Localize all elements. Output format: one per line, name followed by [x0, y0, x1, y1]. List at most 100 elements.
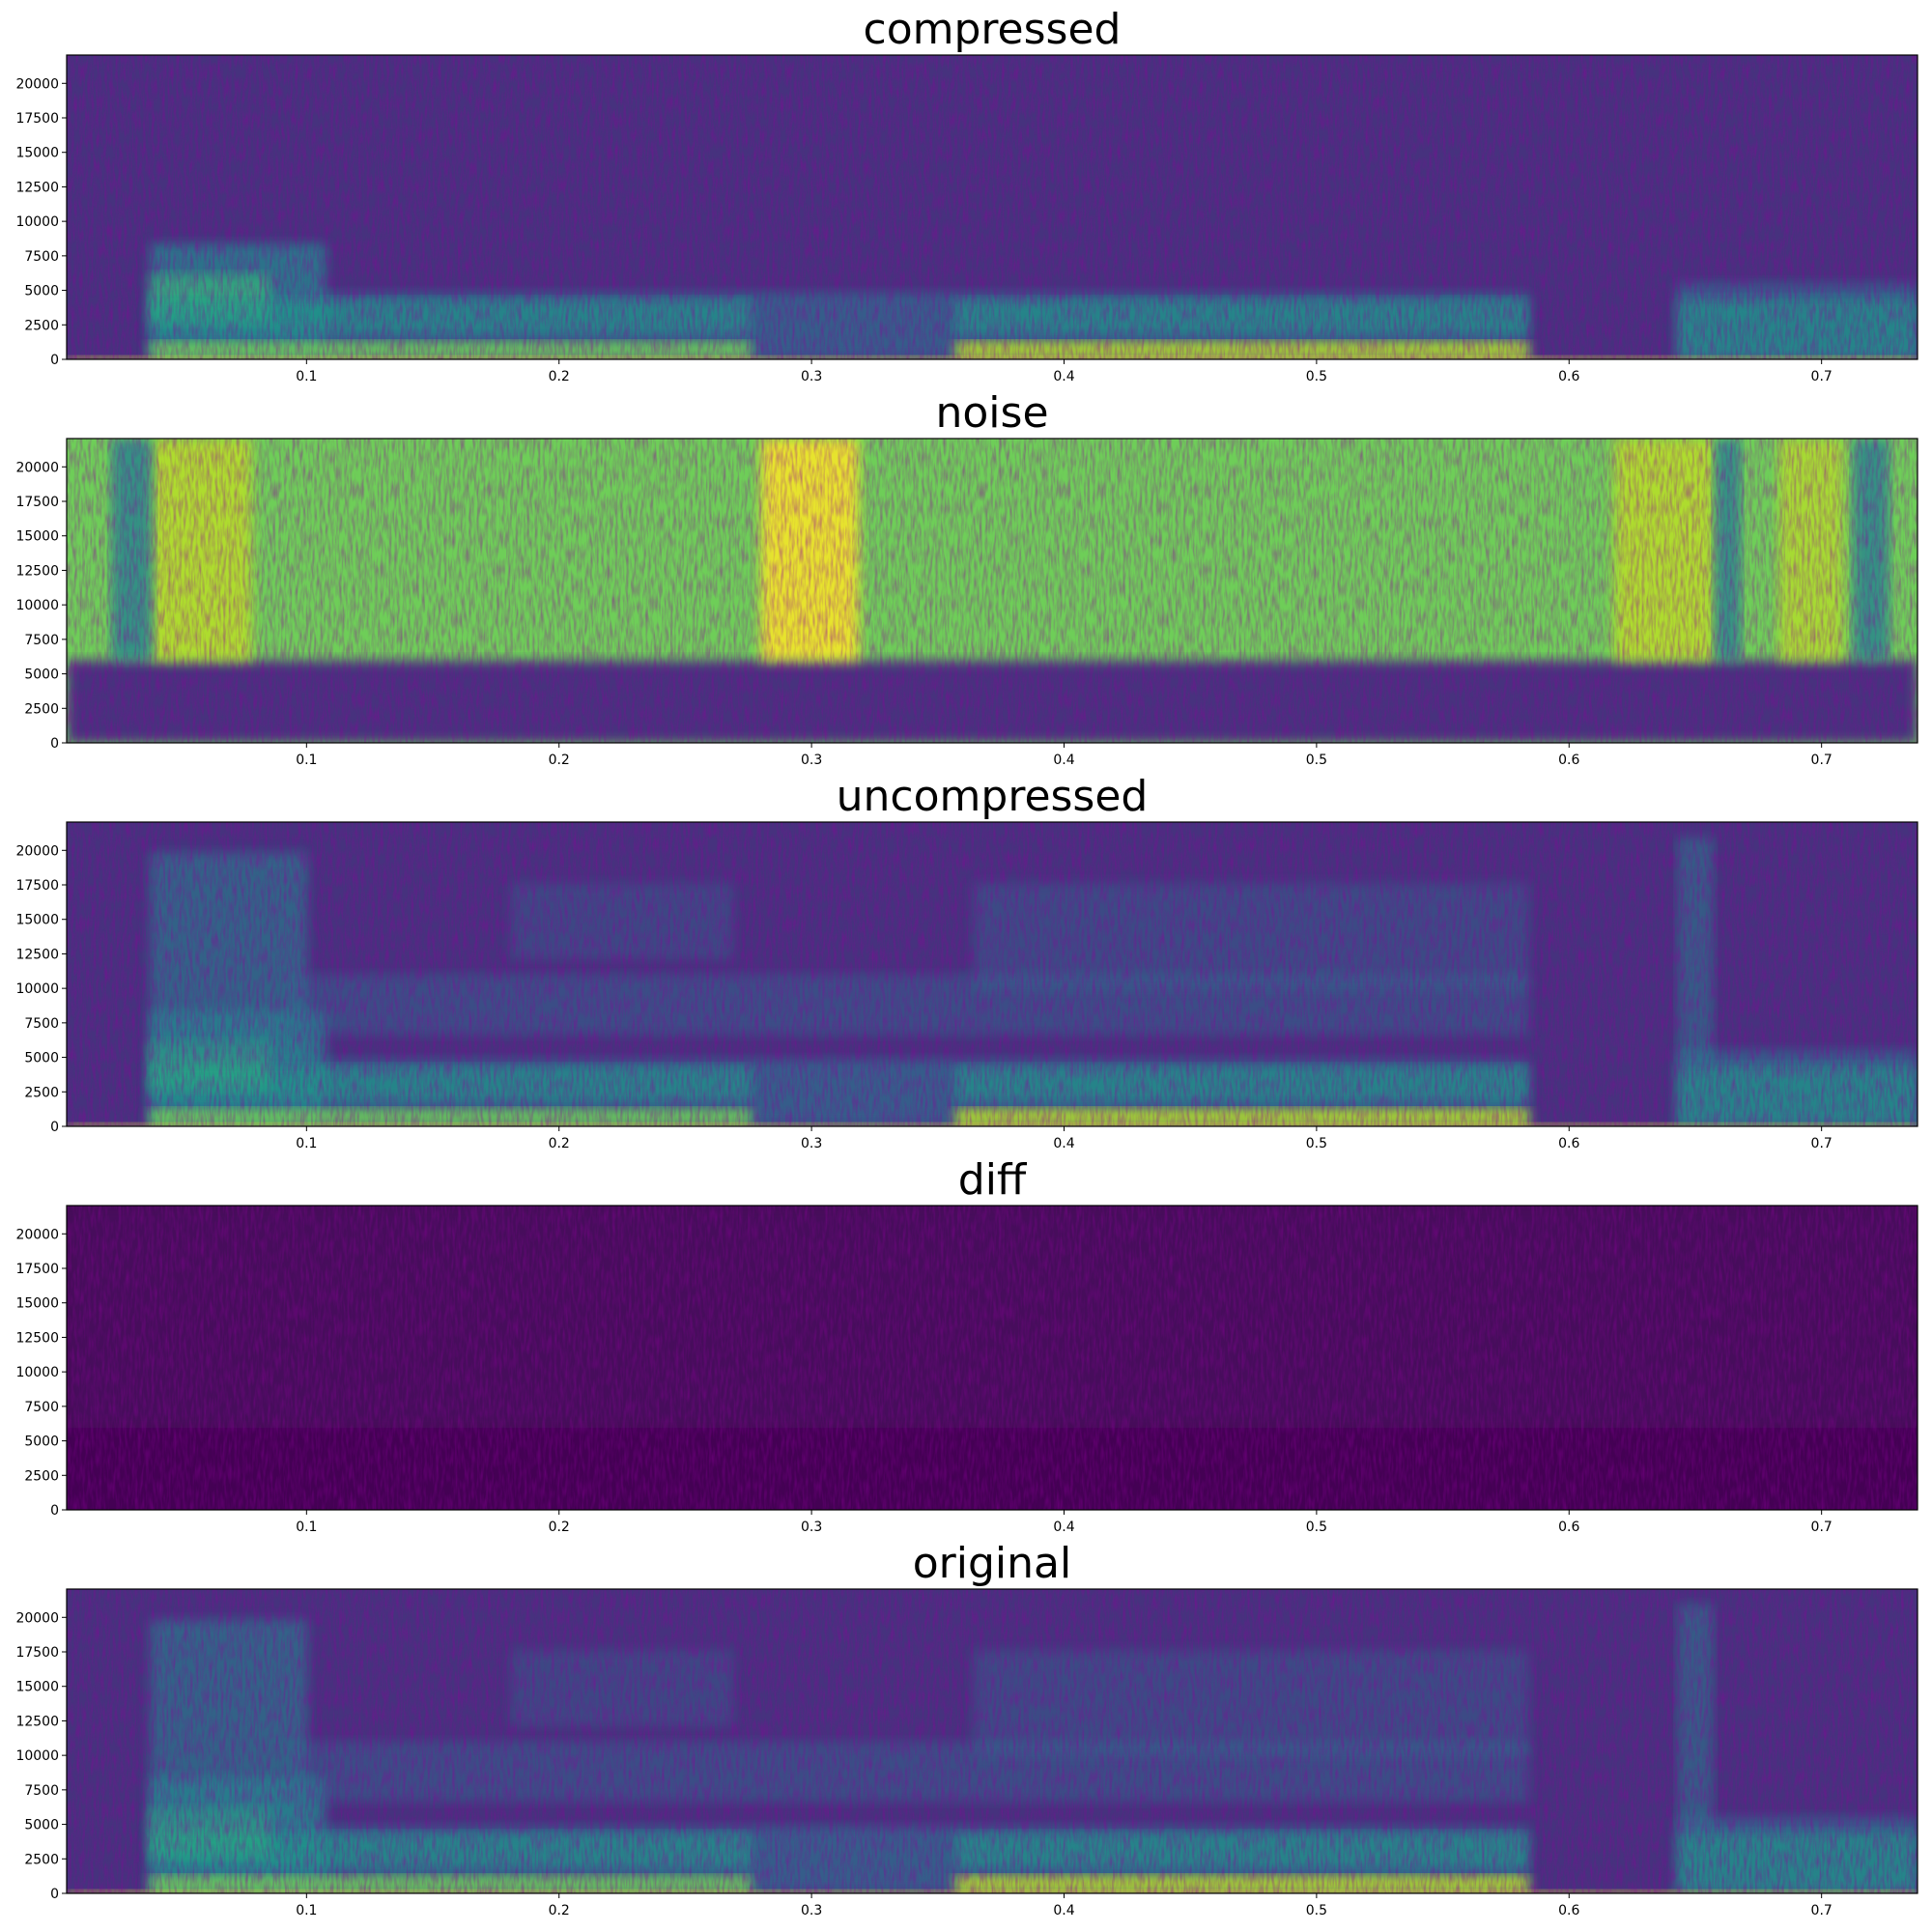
x-tick-label: 0.7	[1811, 1903, 1833, 1918]
y-tick-label: 5000	[24, 1435, 59, 1450]
panel: uncompressed 0 2500 5000 7500 10000 12500 15000…	[15, 772, 1918, 1151]
y-tick-label: 2500	[24, 1085, 59, 1100]
panel: compressed 0 2500 5000 7500 10000 12500 15000 17…	[15, 5, 1918, 384]
spectrogram-image	[67, 1206, 1918, 1510]
x-tick-label: 0.3	[801, 753, 822, 768]
y-tick-label: 2500	[24, 701, 59, 717]
y-tick-label: 10000	[15, 214, 59, 230]
x-tick-label: 0.6	[1558, 753, 1579, 768]
x-tick-label: 0.1	[296, 1136, 317, 1151]
x-tick-label: 0.3	[801, 1903, 822, 1918]
axes-frame	[66, 821, 1918, 1127]
x-tick-label: 0.4	[1053, 369, 1074, 384]
x-tick-label: 0.5	[1306, 1136, 1327, 1151]
y-tick-label: 12500	[15, 180, 59, 195]
x-tick-label: 0.4	[1053, 753, 1074, 768]
y-tick-label: 10000	[15, 1365, 59, 1380]
y-tick-label: 0	[50, 353, 59, 368]
y-tick-label: 20000	[15, 1610, 59, 1626]
y-tick-label: 0	[50, 1887, 59, 1902]
y-tick-label: 20000	[15, 843, 59, 859]
spectrogram-noise	[67, 822, 1918, 1126]
x-tick-label: 0.2	[549, 369, 570, 384]
y-tick-label: 10000	[15, 598, 59, 613]
panel-title: original	[913, 1539, 1071, 1588]
x-tick-label: 0.2	[549, 1136, 570, 1151]
y-tick-label: 15000	[15, 146, 59, 161]
x-tick-label: 0.2	[549, 1520, 570, 1535]
y-tick-label: 7500	[24, 1400, 59, 1415]
axes-frame	[66, 1205, 1918, 1511]
y-tick-label: 0	[50, 1503, 59, 1519]
axes-frame	[66, 438, 1918, 744]
x-tick-label: 0.4	[1053, 1520, 1074, 1535]
panel: original 0 2500 5000 7500 10000 12500 15000 1750…	[15, 1539, 1918, 1918]
spectrogram-image	[67, 55, 1918, 359]
y-tick-label: 17500	[15, 1262, 59, 1277]
y-tick-label: 12500	[15, 563, 59, 579]
x-tick-label: 0.5	[1306, 753, 1327, 768]
axes-frame	[66, 54, 1918, 360]
y-tick-label: 0	[50, 736, 59, 752]
x-tick-label: 0.1	[296, 753, 317, 768]
y-tick-label: 15000	[15, 1680, 59, 1695]
y-tick-label: 12500	[15, 947, 59, 962]
y-tick-label: 5000	[24, 668, 59, 683]
panel-title: uncompressed	[837, 772, 1149, 821]
y-tick-label: 17500	[15, 878, 59, 894]
y-tick-label: 7500	[24, 249, 59, 265]
x-tick-label: 0.5	[1306, 369, 1327, 384]
x-tick-label: 0.2	[549, 1903, 570, 1918]
x-tick-label: 0.5	[1306, 1520, 1327, 1535]
spectrogram-image	[67, 439, 1918, 743]
panel: diff 0 2500 5000 7500 10000 12500 15000 17500 200…	[15, 1155, 1918, 1535]
x-tick-label: 0.6	[1558, 1903, 1579, 1918]
y-tick-label: 5000	[24, 284, 59, 299]
panel-title: noise	[935, 388, 1048, 438]
y-tick-label: 12500	[15, 1330, 59, 1346]
spectrogram-noise	[67, 1206, 1918, 1510]
x-tick-label: 0.6	[1558, 1520, 1579, 1535]
x-tick-label: 0.2	[549, 753, 570, 768]
x-tick-label: 0.6	[1558, 1136, 1579, 1151]
y-tick-label: 15000	[15, 913, 59, 928]
panel-title: compressed	[864, 5, 1122, 54]
y-tick-label: 10000	[15, 981, 59, 997]
y-tick-label: 17500	[15, 1645, 59, 1661]
x-tick-label: 0.1	[296, 369, 317, 384]
x-tick-label: 0.1	[296, 1520, 317, 1535]
x-tick-label: 0.3	[801, 1136, 822, 1151]
x-tick-label: 0.3	[801, 369, 822, 384]
y-tick-label: 5000	[24, 1051, 59, 1066]
x-tick-label: 0.4	[1053, 1136, 1074, 1151]
y-tick-label: 20000	[15, 76, 59, 92]
y-tick-label: 7500	[24, 633, 59, 648]
y-tick-label: 10000	[15, 1748, 59, 1764]
x-tick-label: 0.7	[1811, 369, 1833, 384]
y-tick-label: 7500	[24, 1783, 59, 1799]
x-tick-label: 0.7	[1811, 1136, 1833, 1151]
y-tick-label: 2500	[24, 1852, 59, 1867]
spectrogram-noise	[67, 55, 1918, 359]
y-tick-label: 15000	[15, 1296, 59, 1312]
y-tick-label: 5000	[24, 1818, 59, 1833]
panel: noise 0 2500 5000 7500 10000 12500 15000 17500 20…	[15, 388, 1918, 768]
y-tick-label: 20000	[15, 460, 59, 475]
spectrogram-noise	[67, 1589, 1918, 1893]
x-tick-label: 0.5	[1306, 1903, 1327, 1918]
y-tick-label: 7500	[24, 1016, 59, 1032]
y-tick-label: 12500	[15, 1714, 59, 1729]
x-tick-label: 0.4	[1053, 1903, 1074, 1918]
y-tick-label: 17500	[15, 111, 59, 127]
y-tick-label: 20000	[15, 1227, 59, 1242]
panel-title: diff	[958, 1155, 1028, 1205]
spectrogram-image	[67, 822, 1918, 1126]
x-tick-label: 0.1	[296, 1903, 317, 1918]
y-tick-label: 2500	[24, 318, 59, 333]
axes-frame	[66, 1588, 1918, 1894]
y-tick-label: 0	[50, 1120, 59, 1135]
spectrogram-noise	[67, 439, 1918, 743]
x-tick-label: 0.3	[801, 1520, 822, 1535]
